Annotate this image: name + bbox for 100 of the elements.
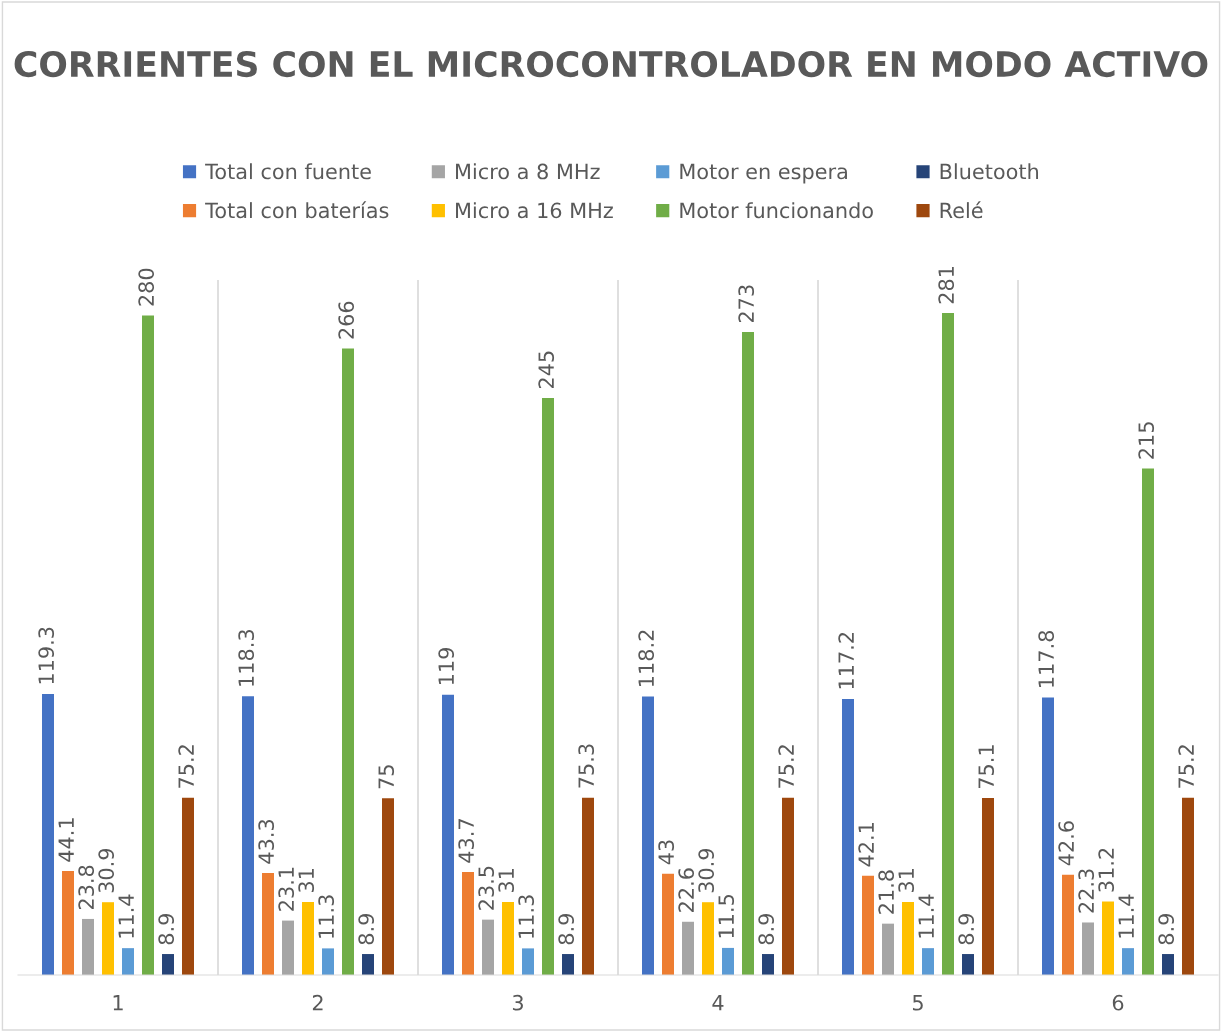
data-label: 8.9 bbox=[558, 914, 575, 945]
bar bbox=[1062, 874, 1074, 975]
data-label: 75 bbox=[378, 765, 395, 789]
bar bbox=[282, 920, 294, 975]
data-label: 30.9 bbox=[698, 848, 715, 893]
data-label: 117.8 bbox=[1038, 630, 1055, 687]
bar bbox=[62, 871, 74, 975]
bar bbox=[882, 923, 894, 975]
data-label: 23.8 bbox=[78, 865, 95, 910]
bar bbox=[122, 948, 134, 975]
data-label: 23.5 bbox=[478, 866, 495, 910]
x-tick-label: 3 bbox=[512, 994, 523, 1011]
bar bbox=[1042, 697, 1054, 975]
data-label: 11.3 bbox=[518, 895, 535, 938]
bar bbox=[82, 918, 94, 975]
data-label: 215 bbox=[1138, 422, 1155, 459]
bar bbox=[482, 919, 494, 975]
bar bbox=[1102, 901, 1114, 975]
bar bbox=[1182, 797, 1194, 975]
data-label: 11.4 bbox=[918, 894, 934, 938]
data-label: 31 bbox=[498, 869, 515, 893]
bar bbox=[682, 921, 694, 975]
legend-label: Micro a 16 MHz bbox=[456, 202, 613, 219]
data-label: 30.9 bbox=[98, 848, 115, 893]
bar bbox=[262, 873, 274, 975]
data-label: 75.2 bbox=[1178, 745, 1195, 788]
data-label: 273 bbox=[738, 285, 755, 323]
data-label: 8.9 bbox=[158, 914, 175, 945]
bar bbox=[1162, 954, 1174, 975]
data-label: 21.8 bbox=[878, 870, 895, 914]
bar bbox=[742, 331, 754, 975]
data-label: 43 bbox=[658, 840, 675, 865]
data-label: 75.2 bbox=[778, 745, 795, 788]
bar bbox=[962, 954, 974, 975]
bar bbox=[702, 902, 714, 975]
data-label: 43.3 bbox=[258, 819, 275, 864]
bar bbox=[782, 797, 794, 975]
bar bbox=[502, 901, 514, 975]
bar bbox=[382, 798, 394, 975]
data-label: 8.9 bbox=[358, 914, 375, 945]
data-label: 44.1 bbox=[58, 818, 74, 862]
bar bbox=[722, 947, 734, 975]
data-label: 266 bbox=[338, 301, 355, 339]
bar bbox=[42, 693, 54, 975]
legend-label: Motor en espera bbox=[680, 163, 847, 184]
bar bbox=[1142, 468, 1154, 975]
data-label: 245 bbox=[538, 351, 555, 389]
data-label: 8.9 bbox=[758, 914, 775, 945]
chart-title: CORRIENTES CON EL MICROCONTROLADOR EN MODO ACTIVO bbox=[14, 50, 1208, 78]
data-label: 43.7 bbox=[458, 819, 475, 863]
bar bbox=[1122, 948, 1134, 975]
bar bbox=[642, 696, 654, 975]
data-label: 281 bbox=[938, 266, 955, 304]
bar bbox=[242, 696, 254, 975]
bar bbox=[442, 694, 454, 975]
x-tick-label: 6 bbox=[1112, 994, 1124, 1011]
data-label: 117.2 bbox=[838, 633, 854, 689]
legend-label: Total con fuente bbox=[205, 163, 371, 180]
bar bbox=[562, 954, 574, 975]
bar bbox=[902, 901, 914, 975]
data-label: 119 bbox=[438, 648, 455, 685]
bar bbox=[182, 797, 194, 975]
x-tick-label: 4 bbox=[712, 995, 724, 1011]
data-label: 23.1 bbox=[278, 867, 295, 911]
data-label: 22.3 bbox=[1078, 869, 1095, 913]
bar bbox=[462, 872, 474, 975]
bar bbox=[862, 875, 874, 975]
data-label: 119.3 bbox=[38, 627, 55, 684]
data-label: 118.3 bbox=[238, 630, 255, 686]
bar bbox=[102, 902, 114, 975]
data-label: 31 bbox=[298, 869, 315, 893]
bar bbox=[542, 397, 554, 975]
data-label: 8.9 bbox=[958, 914, 975, 945]
x-tick-label: 1 bbox=[113, 995, 123, 1011]
data-label: 11.4 bbox=[1118, 894, 1134, 938]
x-tick-label: 2 bbox=[312, 994, 323, 1011]
legend-label: Bluetooth bbox=[940, 163, 1038, 180]
data-label: 22.6 bbox=[678, 868, 695, 912]
data-label: 8.9 bbox=[1158, 914, 1175, 945]
data-label: 75.3 bbox=[578, 744, 595, 788]
legend-label: Motor funcionando bbox=[680, 202, 873, 219]
legend-label: Relé bbox=[940, 201, 983, 219]
bar bbox=[842, 698, 854, 975]
bar bbox=[982, 798, 994, 975]
x-tick-label: 5 bbox=[912, 995, 923, 1011]
bar bbox=[162, 954, 174, 975]
data-label: 42.1 bbox=[858, 823, 874, 867]
bar bbox=[342, 348, 354, 975]
bar bbox=[1082, 922, 1094, 975]
bar bbox=[362, 954, 374, 975]
data-label: 31.2 bbox=[1098, 848, 1115, 892]
bar bbox=[922, 948, 934, 975]
bar bbox=[142, 315, 154, 975]
data-label: 31 bbox=[898, 869, 915, 893]
data-label: 11.3 bbox=[318, 895, 335, 938]
legend-label: Total con baterías bbox=[205, 201, 389, 219]
data-label: 75.1 bbox=[978, 745, 995, 789]
bar bbox=[942, 313, 954, 975]
data-label: 11.5 bbox=[718, 895, 735, 938]
bar bbox=[302, 901, 314, 975]
